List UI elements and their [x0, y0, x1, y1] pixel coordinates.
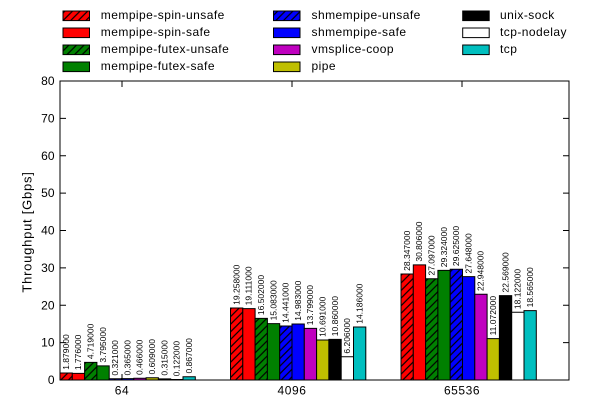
svg-text:22.569000: 22.569000 [500, 252, 510, 292]
svg-text:0: 0 [48, 373, 55, 387]
svg-text:15.083000: 15.083000 [268, 280, 278, 320]
svg-text:4.719000: 4.719000 [85, 323, 95, 359]
svg-text:0.365000: 0.365000 [122, 340, 132, 376]
svg-text:vmsplice-coop: vmsplice-coop [312, 42, 395, 56]
svg-text:11.072000: 11.072000 [488, 296, 498, 336]
svg-text:14.186000: 14.186000 [354, 283, 364, 323]
svg-text:18.122000: 18.122000 [513, 269, 523, 309]
svg-text:16.502000: 16.502000 [256, 275, 266, 315]
svg-text:27.648000: 27.648000 [463, 233, 473, 273]
svg-text:0.466000: 0.466000 [135, 339, 145, 375]
svg-text:10.860000: 10.860000 [330, 296, 340, 336]
svg-text:64: 64 [115, 384, 129, 398]
svg-text:65536: 65536 [444, 384, 480, 398]
svg-text:70: 70 [41, 111, 55, 125]
svg-text:0.315000: 0.315000 [159, 340, 169, 376]
svg-text:20: 20 [41, 298, 55, 312]
svg-text:pipe: pipe [312, 59, 337, 73]
svg-text:shmempipe-safe: shmempipe-safe [312, 25, 407, 39]
svg-text:22.948000: 22.948000 [476, 251, 486, 291]
svg-text:50: 50 [41, 186, 55, 200]
svg-text:60: 60 [41, 149, 55, 163]
svg-text:18.565000: 18.565000 [525, 267, 535, 307]
svg-text:4096: 4096 [278, 384, 307, 398]
svg-text:0.321000: 0.321000 [110, 340, 120, 376]
svg-text:10.691000: 10.691000 [317, 296, 327, 336]
svg-text:29.324000: 29.324000 [439, 227, 449, 267]
svg-text:0.609000: 0.609000 [147, 339, 157, 375]
svg-text:1.879000: 1.879000 [61, 334, 71, 370]
svg-text:14.441000: 14.441000 [281, 282, 291, 322]
svg-text:30.806000: 30.806000 [414, 221, 424, 261]
svg-text:mempipe-spin-unsafe: mempipe-spin-unsafe [101, 8, 225, 22]
svg-text:Throughput [Gbps]: Throughput [Gbps] [20, 171, 35, 292]
svg-text:10: 10 [41, 336, 55, 350]
svg-text:1.776000: 1.776000 [73, 334, 83, 370]
svg-text:tcp: tcp [500, 42, 517, 56]
svg-text:unix-sock: unix-sock [500, 8, 555, 22]
svg-text:tcp-nodelay: tcp-nodelay [500, 25, 567, 39]
svg-text:13.799000: 13.799000 [305, 285, 315, 325]
svg-text:6.206000: 6.206000 [342, 318, 352, 354]
svg-text:27.097000: 27.097000 [426, 235, 436, 275]
svg-text:40: 40 [41, 224, 55, 238]
svg-text:28.347000: 28.347000 [402, 230, 412, 270]
svg-text:mempipe-spin-safe: mempipe-spin-safe [101, 25, 211, 39]
svg-text:29.625000: 29.625000 [451, 226, 461, 266]
svg-text:14.983000: 14.983000 [293, 280, 303, 320]
svg-text:0.867000: 0.867000 [184, 338, 194, 374]
svg-text:19.258000: 19.258000 [231, 264, 241, 304]
svg-text:0.122000: 0.122000 [172, 341, 182, 377]
svg-text:80: 80 [41, 74, 55, 88]
svg-text:shmempipe-unsafe: shmempipe-unsafe [312, 8, 421, 22]
svg-text:mempipe-futex-unsafe: mempipe-futex-unsafe [101, 42, 229, 56]
svg-text:30: 30 [41, 261, 55, 275]
svg-text:mempipe-futex-safe: mempipe-futex-safe [101, 59, 215, 73]
svg-text:3.795000: 3.795000 [98, 327, 108, 363]
svg-text:19.111000: 19.111000 [244, 266, 254, 305]
